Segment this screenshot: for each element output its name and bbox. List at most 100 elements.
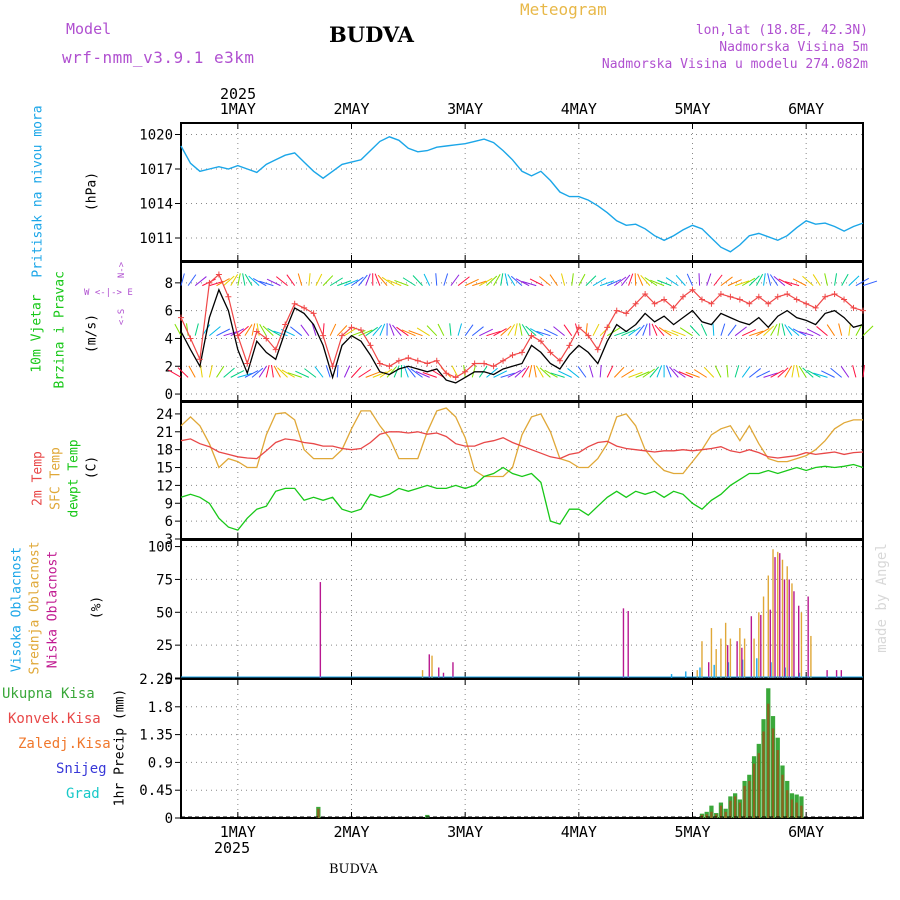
wind-barb [769,274,779,286]
wind-gust-marker [178,314,184,321]
wind-barb [686,273,693,286]
conv-precip-bar [762,731,765,818]
wind-barb [412,275,423,286]
wind-barb [635,371,650,378]
x-tick-label-bottom: 4MAY [561,823,597,841]
y-tick-label: 21 [156,425,173,441]
wind-barb [392,324,402,336]
wind-barb [471,326,484,337]
y-tick-label: 9 [165,496,173,512]
wind-barb [651,323,658,336]
y-tick-label: 0 [165,671,173,687]
wind-barb [658,326,672,337]
wind-barb [553,326,565,337]
wind-barb [720,323,726,336]
wind-gust-marker [604,324,611,331]
wind-barb [351,276,364,287]
wind-barb [599,280,615,287]
wind-barb [510,275,523,287]
wind-barb [248,275,260,286]
precip-legend-total: Ukupna Kisa [2,686,95,702]
wind-barb [507,369,522,378]
wind-barb [275,276,288,287]
wind-barb [749,368,761,378]
wind-gust-marker [831,290,838,297]
x-tick-label-top: 5MAY [674,100,710,118]
wind-barb [727,324,737,336]
sfc-temp-line [180,407,863,478]
wind-barb [381,276,395,287]
dewpt-temp-line [180,463,864,531]
wind-barb [834,273,838,286]
year-bottom: 2025 [214,839,251,857]
year-top: 2025 [220,85,257,103]
wind-barb [539,367,551,378]
wind-barb [251,367,264,378]
wind-gust-marker [670,304,677,311]
wind-barb [767,273,772,286]
wind-gust-marker [196,356,203,363]
wind-barb [773,276,786,287]
wind-gust-marker [452,374,459,381]
wind-gust-marker [755,293,762,300]
wind-barb [656,365,663,378]
wind-barb [521,324,530,336]
wind-barb [287,372,302,378]
wind-gust-marker [822,293,829,300]
wind-gust-marker [812,304,819,311]
wind-gust-marker [803,300,810,307]
y-tick-label: 1014 [139,197,173,213]
wind-barb [387,279,402,287]
wind-barb [402,277,416,287]
wind-barb [451,365,459,378]
wind-gust-marker [736,296,743,303]
station-title: BUDVA [329,22,414,47]
panel-frame [180,678,864,819]
wind-barb [372,324,383,336]
conv-precip-bar [776,750,779,818]
wind-barb [493,370,508,378]
wind-barb [698,273,701,286]
wind-barb [515,278,530,287]
y-tick-label: 12 [156,478,173,494]
y-tick-label: 50 [156,605,173,621]
wind-barb [813,372,828,378]
wind-barb [628,326,641,337]
wind-barb [435,273,438,286]
wind-barb [177,367,189,378]
wind-barb [297,273,303,286]
wind-barb [533,364,537,378]
wind-barb [824,273,828,286]
wind-barb [664,329,679,337]
conv-precip-bar [705,814,708,818]
wind-gust-marker [253,328,260,335]
wind-barb [514,367,526,378]
wind-barb [592,277,606,287]
wind-gust-marker [282,321,289,328]
wind-barb [635,324,645,336]
wind-gust-marker [727,293,734,300]
wind-barb [571,273,574,286]
wind-gust-marker [357,327,364,334]
wind-barb [304,368,317,378]
wind-speed-line [180,288,864,384]
wind-barb [389,323,395,336]
wind-barb [486,367,498,378]
wind-barb [267,327,281,337]
wind-gust-marker [339,332,346,339]
wind-gust-marker [225,293,232,300]
y-tick-label: 100 [148,540,173,556]
wind-barb [841,273,849,286]
wind-barb [669,366,679,378]
wind-gust-marker [414,357,421,364]
wind-barb [423,273,431,286]
wind-gust-marker [585,332,592,339]
conv-precip-bar [719,805,723,818]
y-tick-label: 6 [165,304,173,320]
wind-gust-marker [263,335,270,342]
wind-barb [679,327,693,337]
wind-barb [703,366,715,378]
wind-barb [536,365,544,378]
wind-barb [244,370,259,378]
wind-barb [522,281,537,287]
